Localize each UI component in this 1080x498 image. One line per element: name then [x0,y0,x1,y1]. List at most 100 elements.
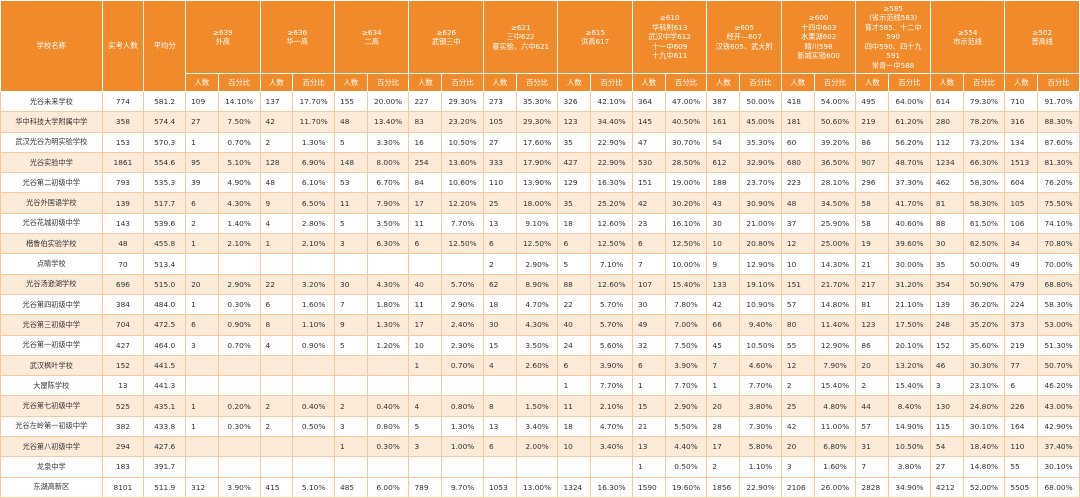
sub-header-count: 人数 [706,73,741,92]
percent-cell [217,456,261,478]
sub-header-count: 人数 [631,73,666,92]
count-cell [185,375,219,397]
col-header-school: 学校名称 [0,0,103,92]
count-cell: 296 [855,172,890,194]
average-score-cell: 464.0 [143,334,187,356]
sub-header-percent: 百分比 [1037,73,1080,92]
percent-cell: 4.30% [366,273,410,295]
count-cell: 32 [631,334,666,356]
percent-cell: 18.40% [962,436,1006,458]
group-header-line: 武钢三中 [431,37,461,46]
percent-cell: 0.50% [292,415,336,438]
percent-cell: 1.10% [292,314,336,336]
percent-cell: 68.80% [1037,273,1080,295]
table-row: 龙泉中学 183 391.7 1 0.50% 2 1.10% 3 1.60% 7 3.80% 27 14… [0,456,1080,478]
group-header-line: 十四中603 [801,22,837,32]
count-cell: 105 [1004,192,1039,214]
count-cell: 2 [855,375,890,397]
examinees-cell: 183 [101,456,145,478]
count-cell: 6 [1004,375,1039,397]
percent-cell: 52.00% [962,476,1006,498]
count-cell [408,456,443,478]
col-header-group: ≥610 华科附613 武汉中学612 十一中609 十九中611 [631,0,708,74]
percent-cell: 37.40% [1037,436,1080,458]
percent-cell: 17.50% [888,314,931,336]
percent-cell: 42.90% [1037,415,1080,438]
sub-header-percent: 百分比 [813,73,857,92]
percent-cell: 5.60% [590,334,633,356]
percent-cell: 3.40% [515,415,559,438]
percent-cell: 21.10% [888,293,931,316]
school-name-cell: 光谷汤逊湖学校 [0,273,103,295]
count-cell: 326 [557,90,592,113]
col-header-examinees: 实考人数 [101,0,145,92]
count-cell: 9 [706,253,741,275]
percent-cell: 10.00% [664,253,708,275]
count-cell: 312 [185,476,219,498]
percent-cell: 68.00% [1037,476,1080,498]
percent-cell: 7.90% [813,354,857,377]
count-cell: 19 [855,233,890,255]
group-header-line: ≥600 [808,13,829,23]
percent-cell: 30.10% [962,415,1006,438]
table-row: 华中科技大学附属中学 358 574.4 27 7.50% 42 11.70% 48 13.40… [0,111,1080,133]
count-cell: 387 [706,90,741,113]
percent-cell: 87.60% [1037,131,1080,153]
examinees-cell: 793 [101,172,145,194]
percent-cell: 50.00% [739,90,782,113]
percent-cell: 25.90% [813,212,857,235]
percent-cell: 3.90% [217,476,261,498]
count-cell: 66 [706,314,741,336]
percent-cell: 13.20% [888,354,931,377]
table-row: 光谷第一初级中学 427 464.0 3 0.70% 4 0.90% 5 1.20% 10 2.30… [0,334,1080,356]
percent-cell [292,375,336,397]
count-cell: 11 [557,395,592,417]
percent-cell [590,456,633,478]
count-cell: 145 [631,111,666,133]
percent-cell: 12.90% [813,334,857,356]
count-cell: 2 [482,253,517,275]
percent-cell: 4.70% [590,415,633,438]
sub-header-count: 人数 [482,73,517,92]
percent-cell: 20.80% [739,233,782,255]
percent-cell: 7.90% [366,192,410,214]
count-cell: 40 [557,314,592,336]
count-cell: 20 [706,395,741,417]
percent-cell: 47.00% [664,90,708,113]
count-cell [482,375,517,397]
group-header-line: 洪高617 [581,37,610,46]
col-header-group: ≥585 (省示范线583) 育才585、十二中 590 四中590、四十九 591 常青一… [855,0,931,74]
count-cell: 1 [259,233,294,255]
percent-cell: 12.60% [590,212,633,235]
examinees-cell: 696 [101,273,145,295]
percent-cell: 2.80% [292,212,336,235]
count-cell: 373 [1004,314,1039,336]
count-cell: 60 [780,131,815,153]
school-name-cell: 大屋陈学校 [0,375,103,397]
examinees-cell: 427 [101,334,145,356]
average-score-cell: 472.5 [143,314,187,336]
percent-cell: 31.20% [888,273,931,295]
examinees-cell: 525 [101,395,145,417]
count-cell: 10 [408,334,443,356]
count-cell: 48 [259,172,294,194]
count-cell: 54 [706,131,741,153]
percent-cell: 0.50% [664,456,708,478]
average-score-cell: 581.2 [143,90,187,113]
count-cell [482,456,517,478]
count-cell: 58 [855,192,890,214]
count-cell: 107 [631,273,666,295]
group-header-line: ≥615 [585,27,606,37]
percent-cell: 7.50% [217,111,261,133]
count-cell: 217 [855,273,890,295]
percent-cell: 2.90% [515,253,559,275]
average-score-cell: 433.8 [143,415,187,438]
percent-cell: 2.60% [515,354,559,377]
percent-cell: 13.60% [441,151,484,174]
percent-cell: 30.30% [962,354,1006,377]
count-cell: 17 [408,314,443,336]
percent-cell: 30.10% [1037,456,1080,478]
count-cell: 5 [334,212,368,235]
percent-cell: 50.60% [813,111,857,133]
count-cell: 95 [185,151,219,174]
